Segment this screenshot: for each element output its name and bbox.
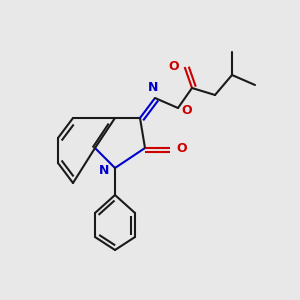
Text: O: O (168, 59, 179, 73)
Text: O: O (176, 142, 187, 154)
Text: O: O (181, 103, 192, 116)
Text: N: N (99, 164, 109, 176)
Text: N: N (148, 81, 158, 94)
